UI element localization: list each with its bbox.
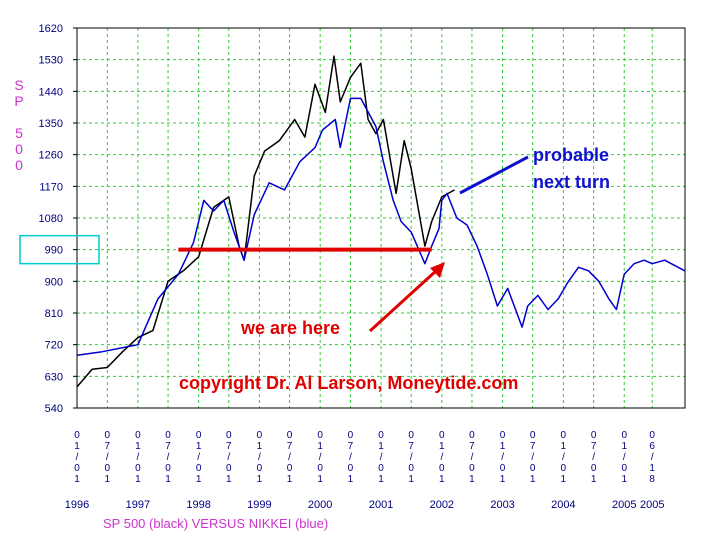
probable-turn-arrow xyxy=(459,155,529,195)
we-are-here-arrow xyxy=(368,268,439,333)
x-tick-label: 0 7/0 1 xyxy=(591,430,597,485)
x-tick-label: 0 7/0 1 xyxy=(105,430,111,485)
x-tick-label: 0 7/0 1 xyxy=(408,430,414,485)
y-tick-label: 720 xyxy=(45,340,63,352)
y-tick-label: 900 xyxy=(45,276,63,288)
x-tick-label: 0 1/0 1 xyxy=(500,430,506,485)
series-line-nikkei xyxy=(76,97,686,356)
annotation-we-are-here: we are here xyxy=(240,318,340,338)
annotation-next-turn: next turn xyxy=(533,172,610,192)
y-tick-label: 990 xyxy=(45,245,63,257)
x-tick-label: 0 7/0 1 xyxy=(348,430,354,485)
year-labels: 1996 1997 1998 1999 2000 2001 2002 2003 2004 2005… xyxy=(65,499,665,511)
y-tick-label: 1350 xyxy=(39,118,63,130)
year-label: 1998 xyxy=(186,499,210,511)
year-label: 1996 xyxy=(65,499,89,511)
x-tick-label: 0 1/0 1 xyxy=(135,430,141,485)
x-tick-label: 0 1/0 1 xyxy=(621,430,627,485)
year-label: 1997 xyxy=(126,499,150,511)
year-label: 2004 xyxy=(551,499,575,511)
annotation-probable: probable xyxy=(533,145,609,165)
y-tick-label: 1530 xyxy=(39,55,63,67)
x-tick-label: 0 7/0 1 xyxy=(469,430,475,485)
x-tick-label: 0 1/0 1 xyxy=(561,430,567,485)
copyright-text: copyright Dr. Al Larson, Moneytide.com xyxy=(179,373,518,393)
year-label: 1999 xyxy=(247,499,271,511)
year-label: 2005 xyxy=(640,499,664,511)
year-label: 2005 xyxy=(612,499,636,511)
y-tick-label: 540 xyxy=(45,403,63,415)
x-tick-label: 0 1/0 1 xyxy=(257,430,263,485)
we-are-here-arrowhead xyxy=(430,262,445,278)
x-tick-label: 0 7/0 1 xyxy=(226,430,232,485)
x-tick-label: 0 7/0 1 xyxy=(530,430,536,485)
year-label: 2000 xyxy=(308,499,332,511)
y-tick-label: 810 xyxy=(45,308,63,320)
year-label: 2002 xyxy=(430,499,454,511)
x-tick-label: 0 1/0 1 xyxy=(378,430,384,485)
grid-lines xyxy=(76,27,685,409)
x-axis-ticks: 0 1/0 1 0 7/0 1 0 1/0 1 0 7/0 1 0 1/0 1 0 7/0 1 0 1/0 1 0 7/0 1… xyxy=(74,430,655,485)
x-tick-label: 0 7/0 1 xyxy=(287,430,293,485)
highlighted-tick-box xyxy=(19,234,100,265)
y-tick-label: 1080 xyxy=(39,213,63,225)
x-tick-label: 0 7/0 1 xyxy=(165,430,171,485)
x-tick-label: 0 6/1 8 xyxy=(649,430,655,485)
y-tick-label: 1170 xyxy=(39,181,63,193)
y-tick-label: 1260 xyxy=(39,150,63,162)
x-tick-label: 0 1/0 1 xyxy=(196,430,202,485)
y-tick-label: 1440 xyxy=(39,86,63,98)
x-tick-label: 0 1/0 1 xyxy=(317,430,323,485)
series-line-sp500 xyxy=(76,55,455,388)
y-axis-ticks: 540 630 720 810 900 990 1080 1170 1260 1350 1440 15… xyxy=(39,23,77,415)
x-tick-label: 0 1/0 1 xyxy=(74,430,80,485)
series-lines xyxy=(76,55,686,388)
y-tick-label: 1620 xyxy=(39,23,63,35)
x-axis-label: SP 500 (black) VERSUS NIKKEI (blue) xyxy=(103,516,328,531)
year-label: 2003 xyxy=(490,499,514,511)
y-tick-label: 630 xyxy=(45,371,63,383)
year-label: 2001 xyxy=(369,499,393,511)
x-tick-label: 0 1/0 1 xyxy=(439,430,445,485)
